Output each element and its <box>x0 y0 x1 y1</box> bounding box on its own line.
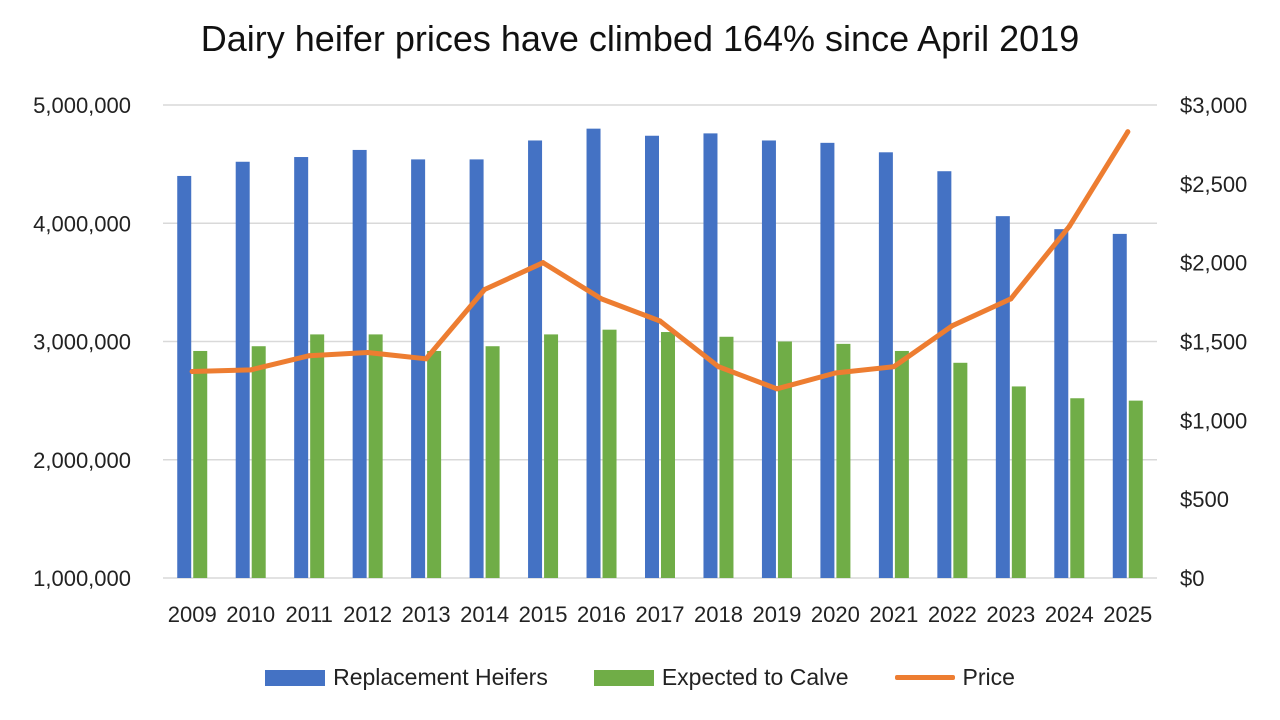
x-tick-label: 2016 <box>577 602 626 627</box>
legend-swatch-green <box>593 669 654 686</box>
point-price <box>599 296 605 302</box>
y-left-tick-label: 4,000,000 <box>33 211 131 236</box>
point-price <box>891 364 897 370</box>
bar-replacement-heifers <box>352 149 367 578</box>
y-left-tick-label: 3,000,000 <box>33 330 131 355</box>
bar-expected-to-calve <box>1070 398 1085 578</box>
bar-replacement-heifers <box>177 175 192 578</box>
y-left-tick-label: 5,000,000 <box>33 93 131 118</box>
legend-label: Replacement Heifers <box>333 664 548 690</box>
point-price <box>774 386 780 392</box>
y-right-tick-label: $1,000 <box>1180 408 1247 433</box>
bar-expected-to-calve <box>661 332 675 578</box>
legend-item-price: Price <box>894 664 1015 691</box>
bar-expected-to-calve <box>368 334 383 578</box>
legend-label: Expected to Calve <box>661 664 849 690</box>
x-tick-label: 2018 <box>694 602 743 627</box>
point-price <box>949 323 955 329</box>
x-tick-label: 2010 <box>226 602 275 627</box>
bar-replacement-heifers <box>294 157 309 578</box>
bar-replacement-heifers <box>586 128 601 578</box>
bar-replacement-heifers <box>1054 229 1069 578</box>
bar-expected-to-calve <box>1011 386 1026 578</box>
x-tick-label: 2023 <box>986 602 1035 627</box>
x-tick-label: 2020 <box>811 602 860 627</box>
x-tick-label: 2025 <box>1103 602 1152 627</box>
bar-expected-to-calve <box>719 336 734 578</box>
y-right-tick-label: $500 <box>1180 487 1229 512</box>
y-right-tick-label: $2,000 <box>1180 251 1247 276</box>
bar-replacement-heifers <box>995 216 1010 578</box>
bar-replacement-heifers <box>761 140 776 578</box>
point-price <box>1066 223 1072 229</box>
bar-replacement-heifers <box>645 135 659 578</box>
bar-expected-to-calve <box>251 346 266 578</box>
bar-replacement-heifers <box>937 171 952 578</box>
y-right-tick-label: $0 <box>1180 566 1204 591</box>
point-price <box>540 260 546 266</box>
x-tick-label: 2017 <box>636 602 685 627</box>
legend: Replacement Heifers Expected to Calve Pr… <box>0 664 1280 691</box>
legend-swatch-blue <box>265 669 326 686</box>
bar-expected-to-calve <box>836 343 851 578</box>
x-tick-label: 2014 <box>460 602 509 627</box>
point-price <box>365 350 371 356</box>
point-price <box>657 318 663 324</box>
legend-swatch-orange <box>894 675 955 680</box>
x-tick-label: 2022 <box>928 602 977 627</box>
bar-replacement-heifers <box>411 159 426 578</box>
legend-label: Price <box>962 664 1015 690</box>
y-right-tick-label: $1,500 <box>1180 330 1247 355</box>
y-left-tick-label: 2,000,000 <box>33 448 131 473</box>
chart-title: Dairy heifer prices have climbed 164% si… <box>200 18 1080 59</box>
x-tick-label: 2011 <box>286 602 333 627</box>
point-price <box>306 353 312 359</box>
x-tick-label: 2021 <box>869 602 918 627</box>
x-tick-label: 2019 <box>752 602 801 627</box>
bar-expected-to-calve <box>310 334 325 578</box>
bar-replacement-heifers <box>528 140 543 578</box>
bar-expected-to-calve <box>602 329 617 578</box>
bar-replacement-heifers <box>820 142 835 578</box>
x-tick-label: 2013 <box>402 602 451 627</box>
line-price <box>189 129 1131 392</box>
bar-expected-to-calve <box>485 346 500 578</box>
bar-replacement-heifers <box>469 159 484 578</box>
bar-expected-to-calve <box>894 350 909 578</box>
point-price <box>423 356 429 362</box>
bar-replacement-heifers <box>1112 233 1127 578</box>
bar-expected-to-calve <box>427 350 442 578</box>
y-left-tick-label: 1,000,000 <box>33 566 131 591</box>
point-price <box>189 368 195 374</box>
y-right-tick-label: $3,000 <box>1180 93 1247 118</box>
point-price <box>1125 129 1131 135</box>
bar-expected-to-calve <box>544 334 559 578</box>
x-tick-label: 2012 <box>343 602 392 627</box>
x-tick-label: 2009 <box>168 602 217 627</box>
point-price <box>482 286 488 292</box>
point-price <box>832 370 838 376</box>
bar-expected-to-calve <box>777 341 792 578</box>
point-price <box>248 367 254 373</box>
bar-expected-to-calve <box>193 350 208 578</box>
bar-expected-to-calve <box>1128 400 1143 578</box>
y-right-tick-label: $2,500 <box>1180 172 1247 197</box>
x-tick-label: 2015 <box>519 602 568 627</box>
point-price <box>1008 296 1014 302</box>
x-tick-label: 2024 <box>1045 602 1094 627</box>
bar-replacement-heifers <box>703 133 718 578</box>
legend-item-expected-to-calve: Expected to Calve <box>593 664 849 691</box>
bar-expected-to-calve <box>953 362 968 578</box>
legend-item-replacement-heifers: Replacement Heifers <box>265 664 548 691</box>
point-price <box>715 364 721 370</box>
